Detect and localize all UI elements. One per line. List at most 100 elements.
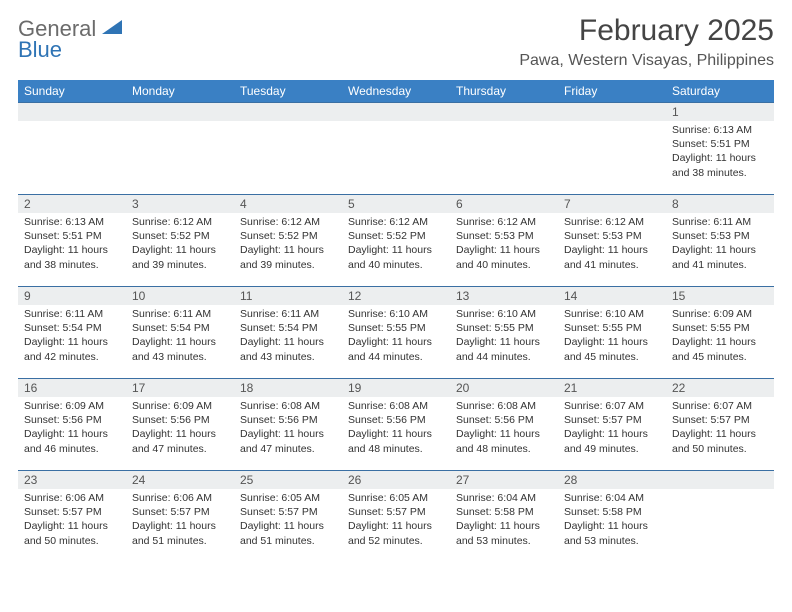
sunrise-text: Sunrise: 6:09 AM <box>24 399 120 413</box>
day-info: Sunrise: 6:11 AMSunset: 5:54 PMDaylight:… <box>234 305 342 368</box>
weekday-header-row: Sunday Monday Tuesday Wednesday Thursday… <box>18 80 774 103</box>
daylight-text: Daylight: 11 hours and 45 minutes. <box>672 335 768 363</box>
calendar-week-row: 9Sunrise: 6:11 AMSunset: 5:54 PMDaylight… <box>18 287 774 379</box>
calendar-day-cell: 27Sunrise: 6:04 AMSunset: 5:58 PMDayligh… <box>450 471 558 563</box>
day-number: 2 <box>18 195 126 213</box>
sunset-text: Sunset: 5:51 PM <box>24 229 120 243</box>
day-info: Sunrise: 6:09 AMSunset: 5:56 PMDaylight:… <box>18 397 126 460</box>
day-info: Sunrise: 6:11 AMSunset: 5:53 PMDaylight:… <box>666 213 774 276</box>
calendar-day-cell: 24Sunrise: 6:06 AMSunset: 5:57 PMDayligh… <box>126 471 234 563</box>
calendar-day-cell <box>18 103 126 195</box>
daylight-text: Daylight: 11 hours and 51 minutes. <box>132 519 228 547</box>
day-info: Sunrise: 6:07 AMSunset: 5:57 PMDaylight:… <box>666 397 774 460</box>
sunrise-text: Sunrise: 6:04 AM <box>564 491 660 505</box>
sunset-text: Sunset: 5:56 PM <box>456 413 552 427</box>
calendar-week-row: 23Sunrise: 6:06 AMSunset: 5:57 PMDayligh… <box>18 471 774 563</box>
daylight-text: Daylight: 11 hours and 40 minutes. <box>348 243 444 271</box>
sunrise-text: Sunrise: 6:12 AM <box>132 215 228 229</box>
sunset-text: Sunset: 5:53 PM <box>564 229 660 243</box>
day-number <box>126 103 234 121</box>
daylight-text: Daylight: 11 hours and 40 minutes. <box>456 243 552 271</box>
day-number <box>666 471 774 489</box>
sunrise-text: Sunrise: 6:12 AM <box>564 215 660 229</box>
calendar-table: Sunday Monday Tuesday Wednesday Thursday… <box>18 80 774 563</box>
sunrise-text: Sunrise: 6:08 AM <box>348 399 444 413</box>
sunrise-text: Sunrise: 6:08 AM <box>456 399 552 413</box>
sunrise-text: Sunrise: 6:11 AM <box>132 307 228 321</box>
weekday-header: Friday <box>558 80 666 103</box>
day-info: Sunrise: 6:11 AMSunset: 5:54 PMDaylight:… <box>18 305 126 368</box>
calendar-day-cell: 22Sunrise: 6:07 AMSunset: 5:57 PMDayligh… <box>666 379 774 471</box>
calendar-day-cell <box>450 103 558 195</box>
calendar-day-cell: 2Sunrise: 6:13 AMSunset: 5:51 PMDaylight… <box>18 195 126 287</box>
daylight-text: Daylight: 11 hours and 44 minutes. <box>348 335 444 363</box>
day-number <box>450 103 558 121</box>
day-number <box>342 103 450 121</box>
calendar-day-cell: 28Sunrise: 6:04 AMSunset: 5:58 PMDayligh… <box>558 471 666 563</box>
sunrise-text: Sunrise: 6:05 AM <box>348 491 444 505</box>
day-number: 14 <box>558 287 666 305</box>
sunset-text: Sunset: 5:55 PM <box>564 321 660 335</box>
day-info: Sunrise: 6:06 AMSunset: 5:57 PMDaylight:… <box>126 489 234 552</box>
daylight-text: Daylight: 11 hours and 38 minutes. <box>672 151 768 179</box>
location-subtitle: Pawa, Western Visayas, Philippines <box>519 52 774 70</box>
sunset-text: Sunset: 5:51 PM <box>672 137 768 151</box>
daylight-text: Daylight: 11 hours and 41 minutes. <box>564 243 660 271</box>
sunrise-text: Sunrise: 6:04 AM <box>456 491 552 505</box>
calendar-day-cell <box>234 103 342 195</box>
sunset-text: Sunset: 5:56 PM <box>240 413 336 427</box>
calendar-day-cell: 8Sunrise: 6:11 AMSunset: 5:53 PMDaylight… <box>666 195 774 287</box>
sunrise-text: Sunrise: 6:06 AM <box>24 491 120 505</box>
calendar-day-cell: 26Sunrise: 6:05 AMSunset: 5:57 PMDayligh… <box>342 471 450 563</box>
daylight-text: Daylight: 11 hours and 49 minutes. <box>564 427 660 455</box>
sunset-text: Sunset: 5:55 PM <box>672 321 768 335</box>
calendar-day-cell: 23Sunrise: 6:06 AMSunset: 5:57 PMDayligh… <box>18 471 126 563</box>
weekday-header: Saturday <box>666 80 774 103</box>
weekday-header: Wednesday <box>342 80 450 103</box>
sunset-text: Sunset: 5:54 PM <box>132 321 228 335</box>
calendar-week-row: 16Sunrise: 6:09 AMSunset: 5:56 PMDayligh… <box>18 379 774 471</box>
day-number <box>234 103 342 121</box>
day-info: Sunrise: 6:08 AMSunset: 5:56 PMDaylight:… <box>342 397 450 460</box>
day-number: 10 <box>126 287 234 305</box>
day-number: 12 <box>342 287 450 305</box>
calendar-day-cell: 19Sunrise: 6:08 AMSunset: 5:56 PMDayligh… <box>342 379 450 471</box>
day-number: 9 <box>18 287 126 305</box>
day-number: 24 <box>126 471 234 489</box>
sunset-text: Sunset: 5:57 PM <box>240 505 336 519</box>
day-info: Sunrise: 6:09 AMSunset: 5:56 PMDaylight:… <box>126 397 234 460</box>
daylight-text: Daylight: 11 hours and 53 minutes. <box>564 519 660 547</box>
day-info: Sunrise: 6:12 AMSunset: 5:52 PMDaylight:… <box>126 213 234 276</box>
day-number: 23 <box>18 471 126 489</box>
day-number: 27 <box>450 471 558 489</box>
day-number: 22 <box>666 379 774 397</box>
weekday-header: Sunday <box>18 80 126 103</box>
sunset-text: Sunset: 5:55 PM <box>456 321 552 335</box>
brand-triangle-icon <box>102 18 122 36</box>
calendar-day-cell: 3Sunrise: 6:12 AMSunset: 5:52 PMDaylight… <box>126 195 234 287</box>
day-number: 6 <box>450 195 558 213</box>
sunrise-text: Sunrise: 6:12 AM <box>240 215 336 229</box>
sunrise-text: Sunrise: 6:11 AM <box>24 307 120 321</box>
day-number: 28 <box>558 471 666 489</box>
day-info: Sunrise: 6:11 AMSunset: 5:54 PMDaylight:… <box>126 305 234 368</box>
day-number: 8 <box>666 195 774 213</box>
sunset-text: Sunset: 5:56 PM <box>132 413 228 427</box>
day-number <box>558 103 666 121</box>
day-info: Sunrise: 6:04 AMSunset: 5:58 PMDaylight:… <box>450 489 558 552</box>
day-info: Sunrise: 6:08 AMSunset: 5:56 PMDaylight:… <box>450 397 558 460</box>
calendar-day-cell: 16Sunrise: 6:09 AMSunset: 5:56 PMDayligh… <box>18 379 126 471</box>
title-block: February 2025 Pawa, Western Visayas, Phi… <box>519 14 774 70</box>
day-number: 3 <box>126 195 234 213</box>
sunset-text: Sunset: 5:56 PM <box>348 413 444 427</box>
calendar-day-cell: 6Sunrise: 6:12 AMSunset: 5:53 PMDaylight… <box>450 195 558 287</box>
day-info: Sunrise: 6:13 AMSunset: 5:51 PMDaylight:… <box>666 121 774 184</box>
sunset-text: Sunset: 5:53 PM <box>672 229 768 243</box>
sunrise-text: Sunrise: 6:06 AM <box>132 491 228 505</box>
day-number: 26 <box>342 471 450 489</box>
sunrise-text: Sunrise: 6:12 AM <box>456 215 552 229</box>
sunset-text: Sunset: 5:55 PM <box>348 321 444 335</box>
day-info: Sunrise: 6:04 AMSunset: 5:58 PMDaylight:… <box>558 489 666 552</box>
sunrise-text: Sunrise: 6:10 AM <box>564 307 660 321</box>
sunrise-text: Sunrise: 6:09 AM <box>132 399 228 413</box>
